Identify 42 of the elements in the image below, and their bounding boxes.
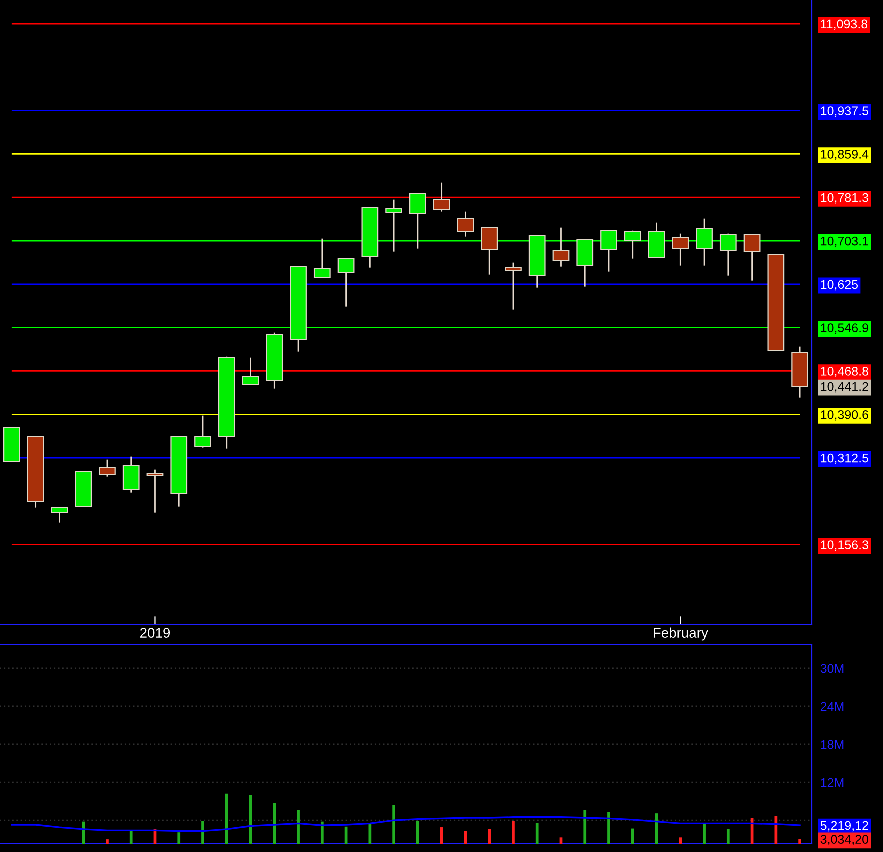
y-tick-label: 11,093.8 bbox=[821, 20, 868, 30]
candlestick bbox=[433, 182, 450, 213]
y-tick-label: 3,034,20 bbox=[820, 835, 868, 846]
candlestick bbox=[744, 234, 761, 282]
y-tick-label: 10,859.4 bbox=[821, 150, 869, 160]
candlestick bbox=[505, 262, 522, 311]
candlestick bbox=[481, 227, 498, 276]
y-tick-label: 10,781.3 bbox=[821, 193, 868, 204]
candlestick bbox=[672, 233, 690, 267]
x-tick-label: February bbox=[654, 628, 708, 641]
line-series bbox=[11, 816, 801, 832]
y-tick-label: 24M bbox=[820, 702, 844, 712]
y-tick-label: 30M bbox=[820, 664, 844, 674]
y-tick-label: 10,441.2 bbox=[821, 382, 868, 393]
y-tick-label: 10,937.5 bbox=[821, 106, 868, 117]
candlestick bbox=[314, 238, 331, 279]
candlestick bbox=[386, 199, 402, 253]
y-tick-label: 10,390.6 bbox=[821, 410, 868, 421]
x-tick-label: 2019 bbox=[140, 628, 170, 638]
candlestick bbox=[410, 193, 426, 250]
candlestick bbox=[122, 456, 140, 494]
candlestick bbox=[242, 357, 260, 386]
candlestick bbox=[457, 211, 474, 238]
y-tick-label: 18M bbox=[821, 740, 844, 750]
candlestick bbox=[99, 459, 116, 478]
candlestick bbox=[146, 469, 164, 514]
y-tick-label: 10,156.3 bbox=[821, 540, 868, 551]
y-tick-label: 10,312.5 bbox=[821, 454, 868, 464]
y-tick-label: 10,468.8 bbox=[821, 367, 868, 378]
y-tick-label: 5,219,12 bbox=[820, 821, 868, 832]
candlestick bbox=[338, 258, 355, 308]
y-tick-label: 10,703.1 bbox=[821, 236, 868, 248]
y-tick-label: 10,625 bbox=[821, 280, 858, 291]
candlestick bbox=[696, 218, 713, 267]
candlestick bbox=[51, 507, 68, 524]
candlestick bbox=[552, 227, 570, 268]
y-tick-label: 10,546.9 bbox=[821, 324, 868, 334]
candlestick bbox=[624, 230, 642, 260]
candlestick bbox=[194, 415, 212, 449]
candlestick bbox=[600, 230, 618, 273]
candlestick bbox=[720, 233, 737, 277]
y-tick-label: 12M bbox=[821, 778, 844, 788]
